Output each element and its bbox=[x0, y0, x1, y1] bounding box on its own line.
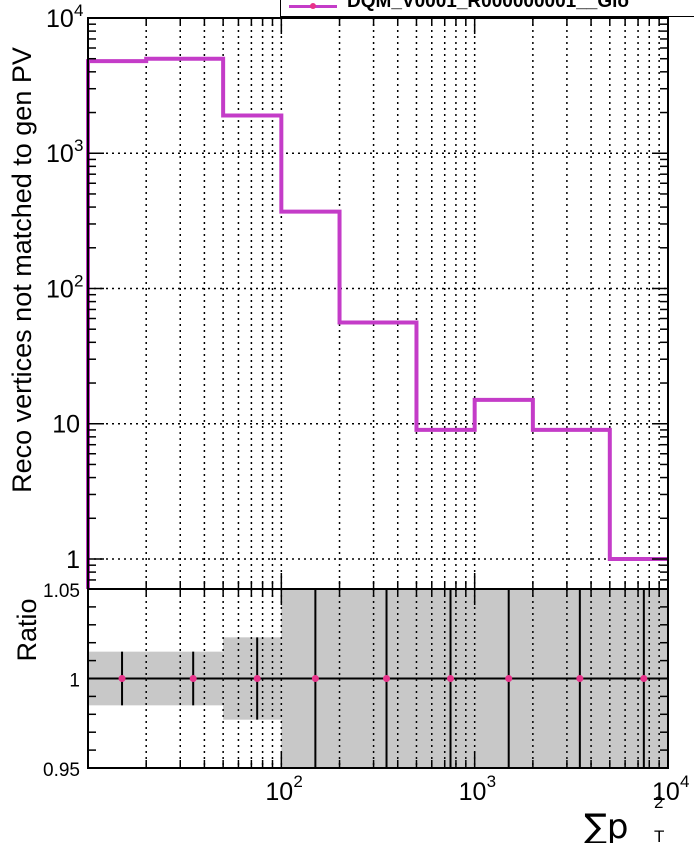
ratio-points bbox=[88, 589, 668, 768]
y-tick-label-ratio: 0.95 bbox=[43, 760, 80, 781]
y-tick-label-main-base: 10 bbox=[46, 5, 74, 33]
ratio-point bbox=[576, 675, 584, 682]
y-tick-label-ratio: 1.05 bbox=[43, 581, 80, 602]
y-tick-label-main: 10 bbox=[52, 411, 80, 439]
y-tick-label-main-exp: 4 bbox=[74, 1, 83, 20]
x-tick-label-base: 10 bbox=[459, 778, 487, 806]
ratio-point bbox=[447, 675, 455, 682]
y-tick-label-main: 10 3 bbox=[46, 136, 83, 168]
x-tick-label-exp: 3 bbox=[487, 772, 496, 791]
ratio-point bbox=[311, 675, 319, 682]
ratio-point bbox=[253, 675, 261, 682]
y-tick-label-main-base: 10 bbox=[46, 275, 74, 303]
series-step-line bbox=[86, 56, 668, 589]
ratio-point bbox=[505, 675, 513, 682]
x-axis-label-sup: 2 bbox=[654, 793, 663, 812]
y-tick-label-main: 10 4 bbox=[46, 1, 83, 33]
x-axis-label-symbol: ∑p bbox=[584, 807, 629, 843]
y-tick-label-main: 10 2 bbox=[46, 271, 83, 303]
y-axis-label-ratio: Ratio bbox=[12, 598, 42, 661]
axis-ticks bbox=[87, 17, 669, 769]
ratio-point bbox=[383, 675, 391, 682]
y-axis-label-main: Reco vertices not matched to gen PV bbox=[7, 47, 37, 493]
y-tick-label-main: 1 bbox=[66, 546, 80, 574]
legend-marker-swatch bbox=[310, 3, 316, 9]
x-tick-label-exp: 2 bbox=[293, 772, 302, 791]
main-plot-frame bbox=[87, 17, 669, 590]
legend: DQM_V0001_R000000001__Glo bbox=[280, 0, 694, 17]
legend-label: DQM_V0001_R000000001__Glo bbox=[347, 0, 630, 12]
ratio-point bbox=[640, 675, 648, 682]
ratio-point bbox=[118, 675, 126, 682]
x-tick-label-base: 10 bbox=[265, 778, 293, 806]
ratio-point bbox=[189, 675, 197, 682]
y-tick-label-main-base: 10 bbox=[46, 140, 74, 168]
y-tick-label-main-exp: 2 bbox=[74, 271, 83, 290]
x-tick-label-base: 10 bbox=[652, 778, 680, 806]
x-axis-label: ∑p 2 T bbox=[584, 793, 664, 843]
main-histogram-series bbox=[86, 56, 668, 589]
y-tick-label-ratio: 1 bbox=[69, 671, 80, 692]
x-tick-label-exp: 4 bbox=[680, 772, 689, 791]
x-axis-label-sub: T bbox=[654, 827, 664, 843]
y-tick-label-main-exp: 3 bbox=[74, 136, 83, 155]
